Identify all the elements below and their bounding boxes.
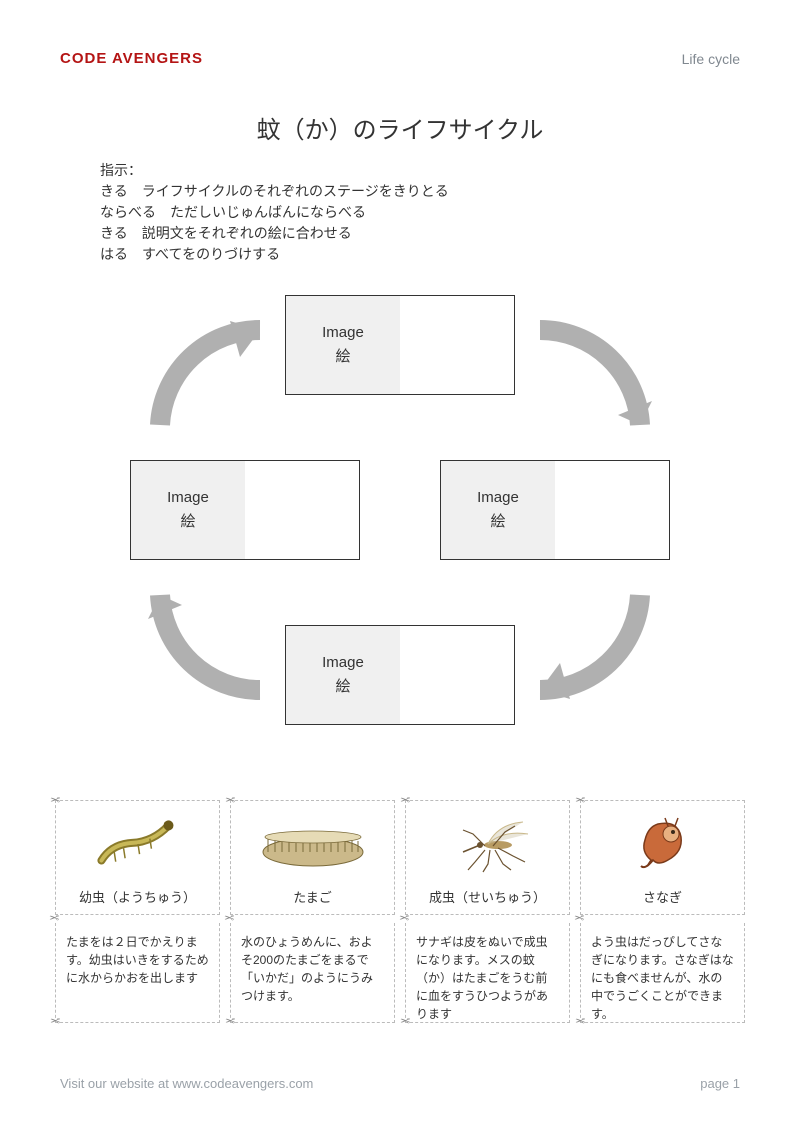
slot-label-e: 絵 (490, 510, 505, 534)
footer-website: Visit our website at www.codeavengers.co… (60, 1076, 313, 1091)
cut-gap: ✂ (55, 915, 220, 923)
cycle-slot-text-area (245, 461, 359, 559)
cutout-desc-cell: 水のひょうめんに、およそ200のたまごをまるで「いかだ」のようにうみつけます。 … (230, 923, 395, 1023)
instruction-line: ならべる ただしいじゅんばんにならべる (100, 202, 449, 223)
cycle-arrow-bottom-left-icon (140, 565, 280, 705)
cycle-slot-left: Image 絵 (130, 460, 360, 560)
mosquito-icon (406, 801, 569, 887)
cycle-slot-text-area (400, 626, 514, 724)
cycle-slot-image-area: Image 絵 (131, 461, 245, 559)
instruction-line: きる 説明文をそれぞれの絵に合わせる (100, 223, 449, 244)
slot-label-e: 絵 (335, 345, 350, 369)
instruction-line: きる ライフサイクルのそれぞれのステージをきりとる (100, 181, 449, 202)
instructions: 指示： きる ライフサイクルのそれぞれのステージをきりとる ならべる ただしいじ… (100, 160, 449, 265)
larva-icon (56, 801, 219, 887)
page-title: 蚊（か）のライフサイクル (0, 110, 800, 145)
cutout-desc-cell: たまをは２日でかえります。幼虫はいきをするために水からかおを出します ✂ (55, 923, 220, 1023)
slot-label-e: 絵 (335, 675, 350, 699)
eggs-icon (231, 801, 394, 887)
scissors-icon: ✂ (400, 1012, 410, 1030)
slot-label-image: Image (322, 651, 364, 675)
scissors-icon: ✂ (225, 1012, 235, 1030)
topic-label: Life cycle (682, 51, 740, 67)
footer-page-number: page 1 (700, 1076, 740, 1091)
cutout-strip: ✂ 幼虫（ようちゅう） (55, 800, 745, 1023)
cut-gap: ✂ (405, 915, 570, 923)
footer: Visit our website at www.codeavengers.co… (60, 1076, 740, 1091)
cut-gap: ✂ (230, 915, 395, 923)
cycle-slot-top: Image 絵 (285, 295, 515, 395)
cutout-title: さなぎ (643, 887, 682, 906)
logo: CODE AVENGERS (60, 50, 203, 67)
instructions-heading: 指示： (100, 160, 449, 181)
cutout-desc-cell: サナギは皮をぬいで成虫になります。メスの蚊（か）はたまごをうむ前に血をすうひつよ… (405, 923, 570, 1023)
scissors-icon: ✂ (575, 1012, 585, 1030)
cycle-slot-right: Image 絵 (440, 460, 670, 560)
cutout-image-cell: ✂ さなぎ (580, 800, 745, 915)
scissors-icon: ✂ (225, 793, 235, 807)
instruction-line: はる すべてをのりづけする (100, 244, 449, 265)
scissors-icon: ✂ (400, 793, 410, 807)
scissors-icon: ✂ (50, 1012, 60, 1030)
cutout-title: たまご (293, 887, 332, 906)
scissors-icon: ✂ (575, 793, 585, 807)
cycle-slot-text-area (400, 296, 514, 394)
cutout-title: 幼虫（ようちゅう） (79, 887, 196, 906)
cycle-slot-image-area: Image 絵 (286, 626, 400, 724)
cutout-column: ✂ さなぎ ✂ よう虫はだっぴしてさなぎになります。さなぎはなにも食べませんが (580, 800, 745, 1023)
slot-label-image: Image (322, 321, 364, 345)
cycle-slot-text-area (555, 461, 669, 559)
cutout-column: ✂ 幼虫（ようちゅう） (55, 800, 220, 1023)
cutout-desc-cell: よう虫はだっぴしてさなぎになります。さなぎはなにも食べませんが、水の中でうごくこ… (580, 923, 745, 1023)
cutout-image-cell: ✂ (230, 800, 395, 915)
cutout-image-cell: ✂ (405, 800, 570, 915)
page: CODE AVENGERS Life cycle 蚊（か）のライフサイクル 指示… (0, 0, 800, 1131)
cycle-arrow-top-right-icon (520, 315, 660, 455)
scissors-icon: ✂ (50, 793, 60, 807)
cycle-arrow-top-left-icon (140, 315, 280, 455)
cycle-diagram: Image 絵 Image 絵 Image 絵 Image 絵 (0, 280, 800, 740)
cut-gap: ✂ (580, 915, 745, 923)
slot-label-image: Image (477, 486, 519, 510)
cutout-image-cell: ✂ 幼虫（ようちゅう） (55, 800, 220, 915)
cycle-slot-image-area: Image 絵 (286, 296, 400, 394)
cutout-column: ✂ (405, 800, 570, 1023)
slot-label-image: Image (167, 486, 209, 510)
header: CODE AVENGERS Life cycle (60, 50, 740, 67)
pupa-icon (581, 801, 744, 887)
cutout-title: 成虫（せいちゅう） (429, 887, 546, 906)
cutout-column: ✂ (230, 800, 395, 1023)
cycle-arrow-bottom-right-icon (520, 565, 660, 705)
cycle-slot-image-area: Image 絵 (441, 461, 555, 559)
cycle-slot-bottom: Image 絵 (285, 625, 515, 725)
slot-label-e: 絵 (180, 510, 195, 534)
